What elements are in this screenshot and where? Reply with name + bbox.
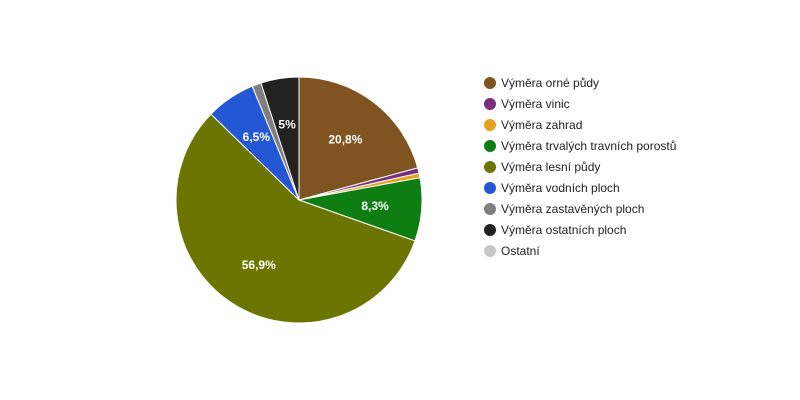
legend-marker [484, 182, 496, 194]
data-label-vymera-vodnich-ploch: 6,5% [243, 130, 271, 144]
legend-marker [484, 98, 496, 110]
pie-slice-vymera-orne-pudy[interactable] [298, 76, 419, 201]
legend-label: Výměra orné půdy [501, 76, 599, 90]
legend-marker [484, 203, 496, 215]
legend-item-vymera-vodnich-ploch[interactable]: Výměra vodních ploch [484, 181, 620, 195]
legend-label: Výměra vodních ploch [501, 181, 620, 195]
legend-item-vymera-lesni-pudy[interactable]: Výměra lesní půdy [484, 160, 600, 174]
legend-item-vymera-ostatnich-ploch[interactable]: Výměra ostatních ploch [484, 223, 626, 237]
legend-item-vymera-zastavenych-ploch[interactable]: Výměra zastavěných ploch [484, 202, 644, 216]
legend-label: Výměra ostatních ploch [501, 223, 626, 237]
data-label-vymera-ostatnich-ploch: 5% [278, 118, 296, 132]
legend-marker [484, 77, 496, 89]
legend-label: Výměra lesní půdy [501, 160, 600, 174]
pie-slice-vymera-lesni-pudy[interactable] [175, 113, 416, 324]
legend-marker [484, 224, 496, 236]
legend-label: Výměra trvalých travních porostů [501, 139, 676, 153]
legend-label: Výměra vinic [501, 97, 570, 111]
data-label-vymera-orne-pudy: 20,8% [328, 132, 362, 146]
legend-marker [484, 119, 496, 131]
legend-marker [484, 245, 496, 257]
legend-item-vymera-orne-pudy[interactable]: Výměra orné půdy [484, 76, 599, 90]
pie-slices [175, 76, 423, 324]
data-label-vymera-trvalych-travnich-porostu: 8,3% [361, 199, 389, 213]
legend-marker [484, 161, 496, 173]
pie-slice-vymera-ostatnich-ploch[interactable] [260, 76, 300, 201]
legend-item-vymera-vinic[interactable]: Výměra vinic [484, 97, 570, 111]
legend-label: Výměra zahrad [501, 118, 582, 132]
pie-slice-labels: 20,8% 8,3% 56,9% 6,5% 5% [242, 118, 389, 272]
legend-marker [484, 140, 496, 152]
data-label-vymera-lesni-pudy: 56,9% [242, 258, 276, 272]
legend-item-ostatni[interactable]: Ostatní [484, 244, 540, 258]
legend-item-vymera-trvalych-travnich-porostu[interactable]: Výměra trvalých travních porostů [484, 139, 676, 153]
legend-item-vymera-zahrad[interactable]: Výměra zahrad [484, 118, 582, 132]
legend-label: Ostatní [501, 244, 540, 258]
legend: Výměra orné půdy Výměra vinic Výměra zahra… [484, 76, 676, 258]
legend-label: Výměra zastavěných ploch [501, 202, 644, 216]
